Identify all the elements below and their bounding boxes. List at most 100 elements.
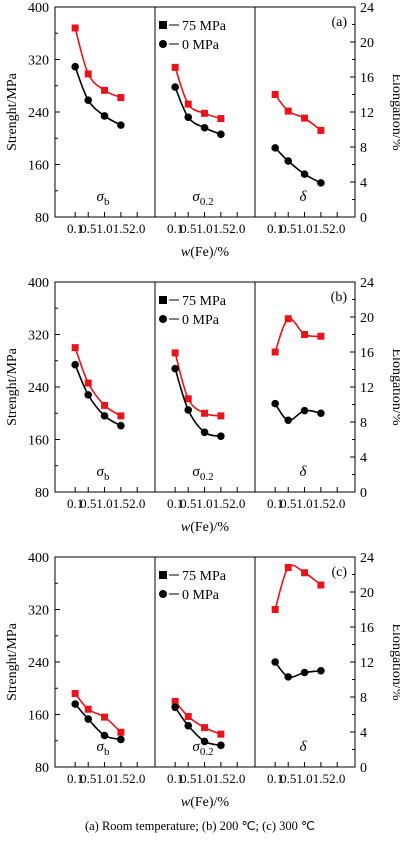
x-tick-label: 2.0 [229,221,245,236]
legend-marker-circle [159,315,167,323]
x-tick-label: 1.0 [96,496,112,511]
y-left-tick-label: 80 [35,211,49,226]
x-tick-label: 1.0 [96,771,112,786]
data-point-0mpa [71,62,79,71]
panel-label: (b) [331,290,348,305]
data-point-0mpa [184,721,193,730]
data-point-0mpa [217,432,225,441]
data-point-75mpa [201,409,209,417]
x-tick-label: 1.5 [113,221,129,236]
x-tick-label: 0.1 [267,496,283,511]
data-point-75mpa [117,412,125,420]
series-line-0mpa [174,368,222,438]
y-right-tick-label: 24 [360,551,374,566]
data-point-75mpa [117,94,125,102]
data-point-75mpa [184,395,192,403]
y-left-tick-label: 240 [28,106,49,121]
subplot-1: 0.10.5 1.0 1.5 2.0 σb [67,690,145,786]
y-left-axis-label: Strenght/MPa [5,347,20,426]
series-line-75mpa [74,692,122,733]
data-point-75mpa [84,379,92,387]
x-tick-label: 1.5 [213,221,229,236]
data-point-0mpa [171,364,179,373]
series-line-75mpa [274,564,322,610]
legend: 75 MPa 0 MPa [159,294,227,328]
x-tick-label: 1.0 [296,496,312,511]
subplot-2: 0.10.5 1.0 1.5 2.0 σ0.2 [167,63,245,236]
subplot-3: 0.10.5 1.0 1.5 2.0 δ [267,91,345,236]
data-point-75mpa [301,569,309,577]
y-right-tick-label: 8 [360,141,367,156]
series-line-75mpa [174,700,222,735]
x-tick-label: 0.1 [167,771,183,786]
x-tick-label: 0.1 [267,221,283,236]
series-line-75mpa [74,27,122,99]
y-right-tick-label: 16 [360,346,374,361]
data-point-75mpa [217,412,225,420]
data-point-0mpa [71,360,79,369]
data-point-0mpa [200,123,209,132]
data-point-0mpa [84,715,93,723]
data-point-0mpa [71,700,79,708]
x-tick-label: 0.5 [280,496,296,511]
y-left-tick-label: 160 [28,159,49,174]
data-point-75mpa [284,107,292,115]
data-point-0mpa [117,121,125,129]
data-point-75mpa [71,690,79,697]
x-tick-label: 1.5 [113,496,129,511]
y-right-tick-label: 20 [360,311,374,326]
data-point-0mpa [200,737,209,746]
data-point-75mpa [101,86,109,94]
x-tick-label: 0.5 [180,771,196,786]
x-tick-label: 1.0 [296,771,312,786]
legend-label: 75 MPa [182,294,227,309]
x-tick-label: 0.1 [67,496,83,511]
series-line-0mpa [174,86,222,136]
data-point-0mpa [84,391,93,399]
data-point-75mpa [84,705,92,713]
data-point-75mpa [284,315,292,323]
data-point-0mpa [200,428,209,437]
data-point-0mpa [184,406,193,414]
y-left-tick-label: 320 [28,329,49,344]
y-right-tick-label: 0 [360,486,367,501]
data-point-75mpa [84,70,92,78]
series-line-0mpa [74,364,122,427]
y-left-tick-label: 80 [35,486,49,501]
data-point-0mpa [117,421,125,430]
data-point-75mpa [271,91,279,98]
y-left-tick-label: 240 [28,381,49,396]
subplot-label: δ [300,189,308,205]
y-right-axis-label: Elongation/% [389,624,400,701]
x-tick-label: 1.0 [96,221,112,236]
data-point-75mpa [317,581,325,589]
x-tick-label: 2.0 [229,771,245,786]
subplot-2: 0.10.5 1.0 1.5 2.0 σ0.2 [167,349,245,511]
x-tick-label: 2.0 [129,496,145,511]
series-line-0mpa [74,703,122,741]
legend-label: 75 MPa [182,19,227,34]
data-point-75mpa [71,344,79,352]
y-left-axis-label: Strenght/MPa [5,72,20,151]
x-tick-label: 0.1 [167,496,183,511]
y-right-tick-label: 4 [360,451,367,466]
y-right-tick-label: 12 [360,106,374,121]
legend: 75 MPa 0 MPa [159,569,227,603]
y-left-axis-label: Strenght/MPa [5,622,20,701]
data-point-0mpa [317,179,325,187]
legend-label: 0 MPa [182,588,220,603]
subplot-label: σ0.2 [192,189,213,208]
data-point-0mpa [317,409,325,418]
x-tick-label: 0.5 [180,496,196,511]
x-tick-label: 0.1 [67,771,83,786]
x-tick-label: 1.5 [313,771,329,786]
x-tick-label: 2.0 [129,771,145,786]
x-tick-label: 1.0 [196,496,212,511]
y-right-axis-label: Elongation/% [389,349,400,426]
series-line-0mpa [274,661,321,679]
data-point-0mpa [100,412,109,420]
y-left-tick-label: 400 [28,276,49,291]
data-point-75mpa [284,564,292,571]
data-point-0mpa [171,703,179,712]
